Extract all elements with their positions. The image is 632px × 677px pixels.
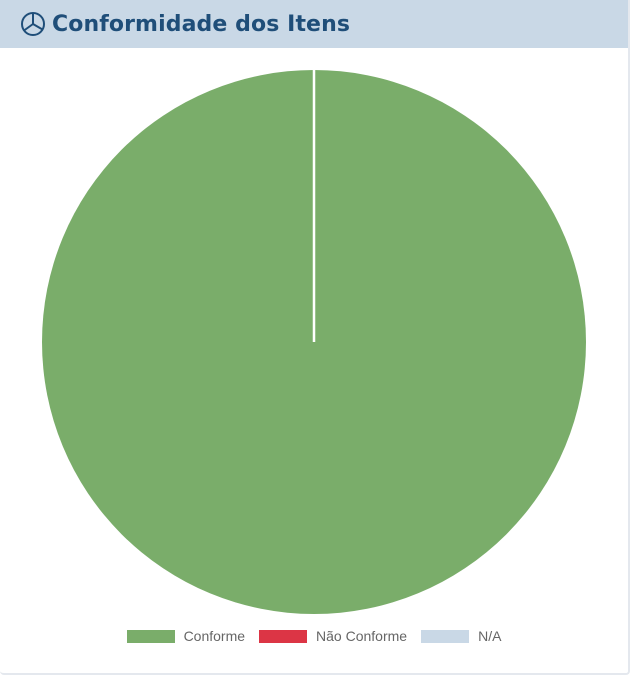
chart-area: Conforme Não Conforme N/A [0, 48, 628, 673]
legend-item-conforme[interactable]: Conforme [126, 628, 246, 644]
legend-swatch [421, 629, 470, 643]
card-header: Conformidade dos Itens [0, 0, 628, 48]
card-title: Conformidade dos Itens [52, 11, 351, 37]
pie-chart-icon [20, 11, 46, 37]
pie-chart [42, 70, 586, 614]
legend-item-nao-conforme[interactable]: Não Conforme [259, 628, 407, 644]
legend-label: N/A [478, 628, 502, 644]
legend-swatch [126, 629, 175, 643]
legend-item-n-a[interactable]: N/A [421, 628, 501, 644]
legend-swatch [259, 629, 308, 643]
chart-legend: Conforme Não Conforme N/A [0, 624, 628, 648]
legend-label: Conforme [183, 628, 246, 644]
legend-label: Não Conforme [316, 628, 408, 644]
